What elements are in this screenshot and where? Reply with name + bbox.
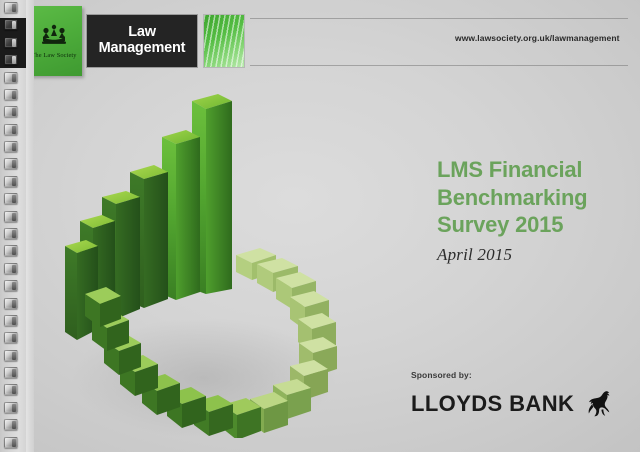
cover-subtitle: April 2015 — [437, 245, 513, 265]
green-stripes-icon — [203, 14, 245, 68]
law-society-name: The Law Society — [31, 52, 77, 59]
binding-ring — [4, 419, 18, 431]
binding-ring — [4, 314, 18, 326]
binding-ring — [4, 141, 18, 153]
header-rule-bottom — [250, 65, 628, 66]
law-management-banner: Law Management — [86, 14, 198, 68]
sponsor-block: Sponsored by: LLOYDS BANK — [411, 370, 631, 419]
binding-ring — [4, 54, 18, 66]
cover-title-block: LMS Financial Benchmarking Survey 2015 A… — [437, 156, 637, 265]
banner-line-1: Law — [128, 24, 156, 41]
binding-ring — [4, 262, 18, 274]
binding-ring — [4, 349, 18, 361]
binding-ring — [4, 280, 18, 292]
title-line-2: Benchmarking — [437, 184, 588, 210]
lloyds-bank-logo: LLOYDS BANK — [411, 389, 631, 419]
binding-ring — [4, 384, 18, 396]
cover-header: www.lawsociety.org.uk/lawmanagement The … — [0, 0, 640, 82]
binding-ring — [4, 245, 18, 257]
binding-ring — [4, 210, 18, 222]
binding-ring — [4, 158, 18, 170]
binding-ring — [4, 106, 18, 118]
binding-ring — [4, 71, 18, 83]
ring-bar-f8 — [85, 287, 121, 327]
binding-ring — [4, 175, 18, 187]
binding-ring — [4, 88, 18, 100]
banner-line-2: Management — [98, 40, 186, 56]
binding-ring — [4, 36, 18, 48]
3d-spiral-bar-chart-icon — [65, 94, 337, 438]
binding-ring — [4, 332, 18, 344]
binding-ring — [4, 193, 18, 205]
lloyds-black-horse-icon — [588, 391, 610, 417]
lloyds-bank-wordmark: LLOYDS BANK — [411, 391, 575, 416]
binding-ring — [4, 19, 18, 31]
title-line-1: LMS Financial — [437, 157, 583, 182]
binding-ring — [4, 297, 18, 309]
binding-ring — [4, 228, 18, 239]
binding-ring — [4, 401, 18, 413]
page-edge — [26, 0, 34, 452]
website-url[interactable]: www.lawsociety.org.uk/lawmanagement — [455, 33, 620, 43]
header-rule-top — [250, 18, 628, 19]
sponsored-by-label: Sponsored by: — [411, 370, 472, 380]
title-line-3: Survey 2015 — [437, 212, 564, 238]
law-society-crest-icon — [42, 24, 66, 44]
binding-ring — [4, 123, 18, 135]
binding-ring — [4, 367, 18, 379]
binding-ring — [4, 436, 18, 448]
spiral-wire-binding-icon — [0, 0, 34, 452]
binding-ring — [4, 2, 18, 13]
law-society-logo-block: The Law Society — [26, 6, 82, 76]
law-management-banner-text: Law Management — [99, 25, 186, 56]
